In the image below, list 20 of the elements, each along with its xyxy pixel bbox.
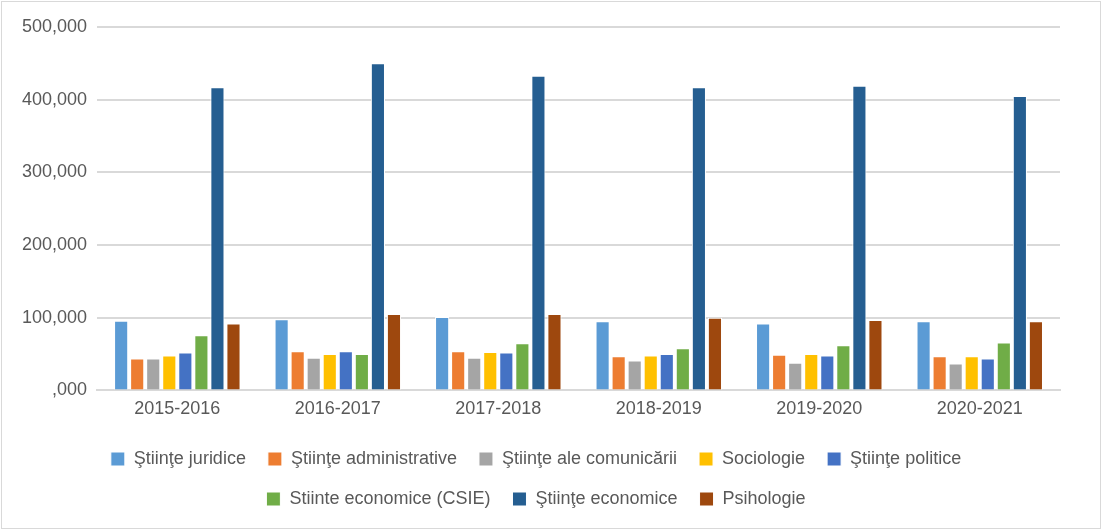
x-tick-label: 2017-2018 <box>455 398 542 419</box>
y-tick-label: 500,000 <box>21 15 88 36</box>
legend-label: Ştiinţe juridice <box>133 447 246 468</box>
x-tick-label: 2020-2021 <box>936 398 1023 419</box>
legend-label: Ştiinţe economice <box>535 487 678 508</box>
y-tick-label: 400,000 <box>21 88 88 109</box>
x-tick-label: 2016-2017 <box>294 398 381 419</box>
x-tick-label: 2015-2016 <box>134 398 221 419</box>
y-tick-label: 100,000 <box>21 306 88 327</box>
legend-label: Ştiinţe administrative <box>290 447 457 468</box>
legend-label: Psihologie <box>722 487 806 508</box>
y-tick-label: ,000 <box>52 379 88 400</box>
legend-label: Sociologie <box>722 447 806 468</box>
x-tick-label: 2019-2020 <box>776 398 863 419</box>
x-tick-label: 2018-2019 <box>615 398 702 419</box>
legend-label: Stiinte economice (CSIE) <box>289 487 491 508</box>
y-tick-label: 200,000 <box>21 234 88 255</box>
y-tick-label: 300,000 <box>21 161 88 182</box>
legend-label: Ştiinţe politice <box>850 447 962 468</box>
legend-label: Ştiinţe ale comunicării <box>501 447 678 468</box>
